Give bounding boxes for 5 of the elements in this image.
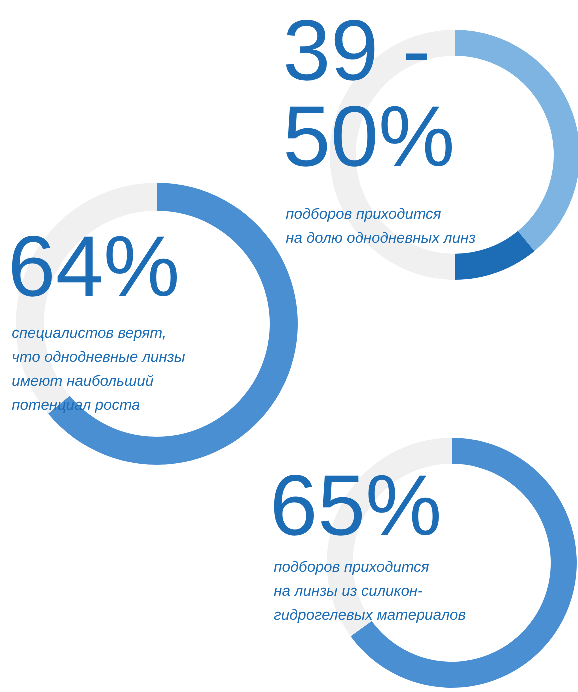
- text: подборов приходится на долю однодневных линз: [286, 206, 476, 247]
- text: подборов приходится на линзы из силикон- гидрогелевых материалов: [274, 559, 466, 624]
- chart-title: 39 - 50%: [283, 3, 456, 185]
- chart-title: 65%: [270, 458, 442, 554]
- chart-title: 64%: [8, 219, 180, 315]
